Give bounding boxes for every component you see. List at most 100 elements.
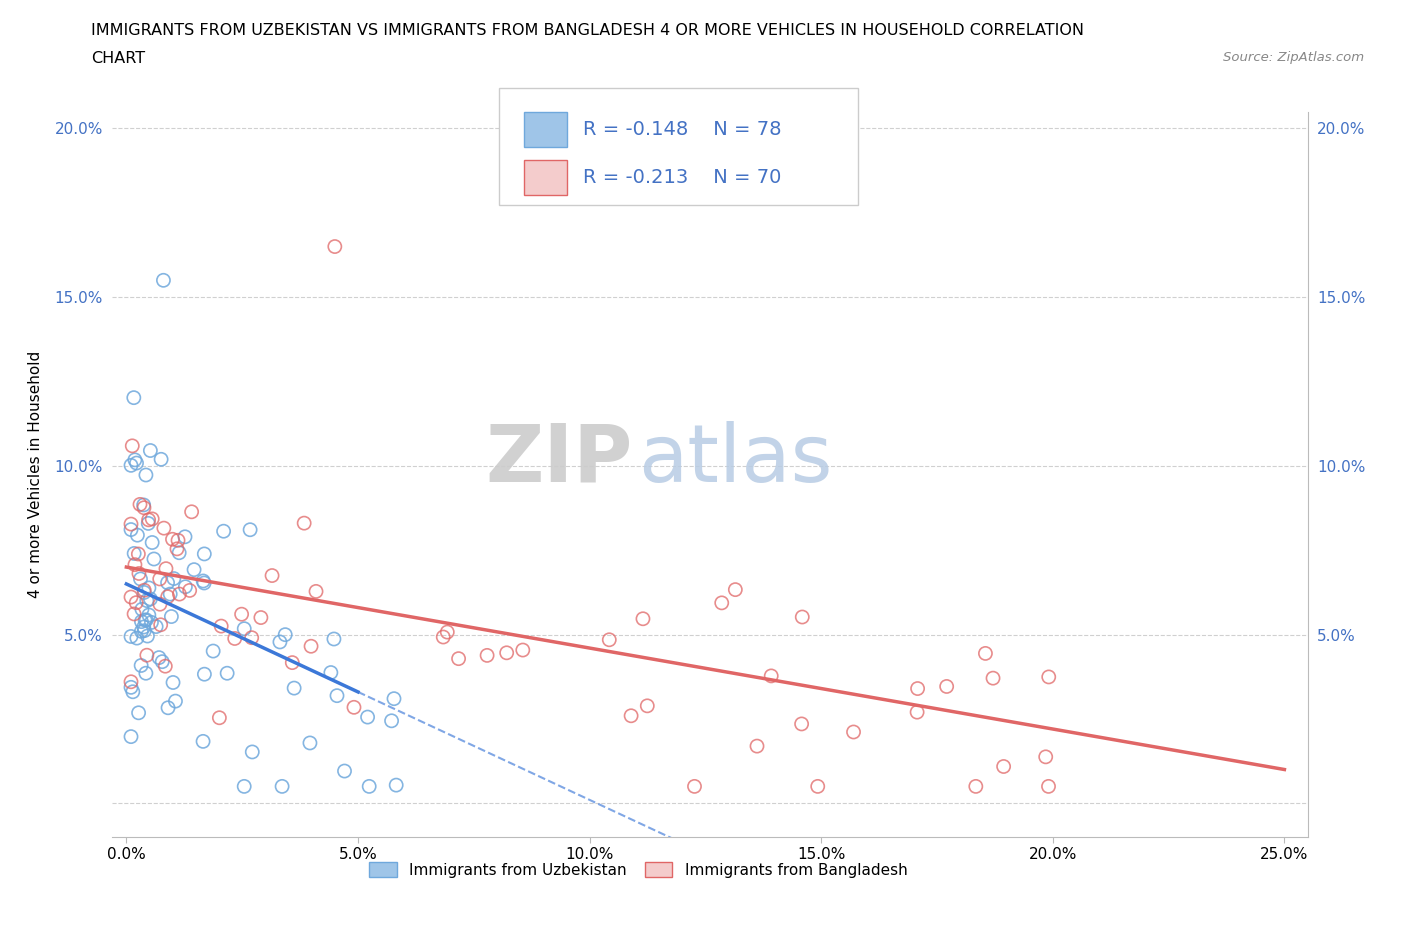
Point [262,568,284,583]
Point [138,607,160,622]
Point [121,684,143,699]
Point [495,645,517,660]
Point [149,618,172,632]
Point [179,583,201,598]
Point [905,705,928,720]
Point [981,671,1004,685]
Point [271,779,294,794]
Point [217,666,239,681]
Point [157,700,180,715]
Point [128,566,150,581]
Point [193,576,215,591]
Point [326,688,349,703]
Point [475,648,498,663]
Point [239,523,262,538]
Point [598,632,620,647]
Point [333,764,356,778]
Point [299,639,322,654]
Point [231,606,253,621]
Point [807,779,830,794]
Point [193,547,215,562]
Point [993,759,1015,774]
Point [447,651,470,666]
Point [139,443,162,458]
Point [683,779,706,794]
Point [135,468,157,483]
Text: R = -0.213    N = 70: R = -0.213 N = 70 [583,168,782,187]
Point [631,611,654,626]
Point [122,546,145,561]
Point [135,593,157,608]
Point [512,643,534,658]
Point [120,674,142,689]
Point [132,500,155,515]
Point [1035,750,1057,764]
Point [141,615,163,630]
Point [149,597,172,612]
Text: CHART: CHART [91,51,145,66]
Point [131,602,153,617]
Y-axis label: 4 or more Vehicles in Household: 4 or more Vehicles in Household [28,351,44,598]
Point [202,644,225,658]
Point [160,609,183,624]
Point [127,527,149,542]
Point [120,729,142,744]
Point [790,716,813,731]
Point [165,694,187,709]
Point [269,634,291,649]
Point [138,580,160,595]
Point [120,590,142,604]
Point [323,631,346,646]
Point [120,629,142,644]
Point [233,779,256,794]
Point [142,551,165,566]
Point [129,572,152,587]
Point [283,681,305,696]
Point [432,630,454,644]
Point [134,613,156,628]
Point [138,512,160,527]
Point [155,561,177,576]
Point [156,576,179,591]
Point [710,595,733,610]
Point [907,681,929,696]
Legend: Immigrants from Uzbekistan, Immigrants from Bangladesh: Immigrants from Uzbekistan, Immigrants f… [363,856,914,884]
Point [152,272,174,287]
Point [382,691,405,706]
Point [156,590,179,604]
Point [250,610,273,625]
Point [174,529,197,544]
Point [150,654,173,669]
Point [208,711,231,725]
Point [965,779,987,794]
Point [167,545,190,560]
Point [128,705,150,720]
Point [745,738,768,753]
Point [620,709,643,724]
Point [180,504,202,519]
Point [125,631,148,645]
Point [319,665,342,680]
Point [167,533,190,548]
Point [240,631,263,645]
Point [127,547,149,562]
Point [193,574,215,589]
Point [141,535,163,550]
Point [174,579,197,594]
Point [134,623,156,638]
Text: IMMIGRANTS FROM UZBEKISTAN VS IMMIGRANTS FROM BANGLADESH 4 OR MORE VEHICLES IN H: IMMIGRANTS FROM UZBEKISTAN VS IMMIGRANTS… [91,23,1084,38]
Point [212,524,235,538]
Point [120,522,142,537]
Point [135,666,157,681]
Point [121,438,143,453]
Point [385,777,408,792]
Point [129,658,152,673]
Point [132,498,155,512]
Point [162,675,184,690]
Point [122,606,145,621]
Point [153,521,176,536]
Point [233,621,256,636]
Point [135,613,157,628]
Point [124,452,146,467]
Point [169,587,191,602]
